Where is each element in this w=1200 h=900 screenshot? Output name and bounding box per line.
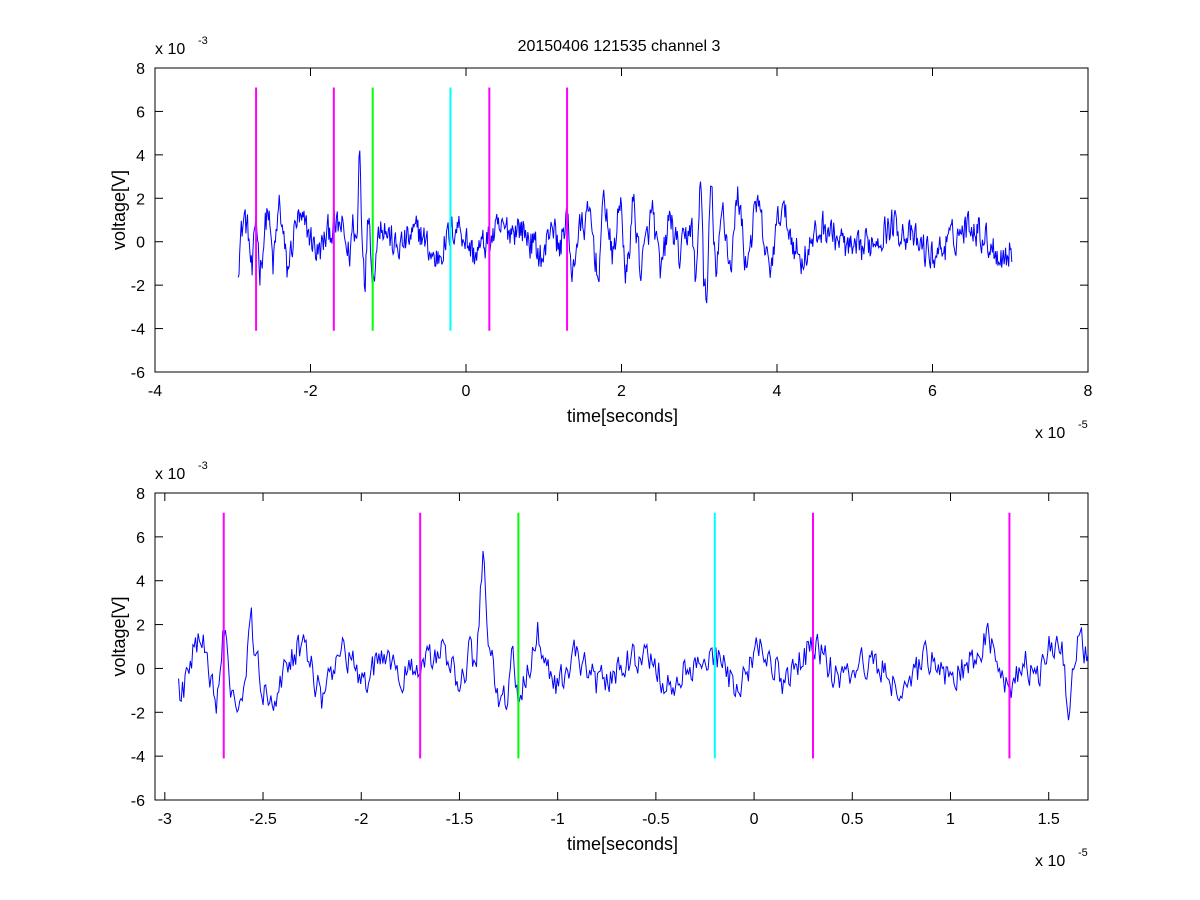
x-tick-label: 1 [946,811,955,828]
x-multiplier-label: x 10 [1035,425,1065,442]
y-tick-label: -4 [131,322,145,339]
x-tick-label: -0.5 [642,811,670,828]
x-tick-label: 2 [617,383,626,400]
x-tick-label: 0 [462,383,471,400]
y-tick-label: -2 [131,705,145,722]
y-multiplier-label: x 10 [155,41,185,58]
x-tick-label: 6 [928,383,937,400]
y-tick-label: 2 [136,191,145,208]
x-axis-label: time[seconds] [567,406,678,426]
bottom-plot: -3 -2.5 -2 -1.5 -1 -0.5 0 0.5 1 1.5 -6 -4 -2 0 2 4 6 8 tim… [109,460,1089,870]
figure-title: 20150406 121535 channel 3 [518,38,721,55]
x-tick-label: -4 [148,383,162,400]
y-tick-label: 0 [136,235,145,252]
x-tick-label: 0 [750,811,759,828]
x-tick-label: -3 [158,811,172,828]
y-tick-label: -2 [131,278,145,295]
y-tick-label: -6 [131,793,145,810]
axes-box [154,492,1089,801]
x-tick-label: 0.5 [841,811,863,828]
signal-trace [237,150,1013,304]
x-axis-label: time[seconds] [567,834,678,854]
y-multiplier-label: x 10 [155,466,185,483]
y-tick-label: 0 [136,661,145,678]
y-tick-label: 8 [136,61,145,78]
x-tick-label: -1 [551,811,565,828]
top-plot: -4 -2 0 2 4 6 8-6-4-202468time[seconds]voltage… [109,35,1093,442]
x-tick-label: -2 [354,811,368,828]
y-axis-label: voltage[V] [109,596,129,676]
y-tick-label: -4 [131,749,145,766]
x-multiplier-exponent: -5 [1078,419,1088,431]
x-tick-label: 8 [1084,383,1093,400]
x-tick-label: -2.5 [249,811,277,828]
y-tick-label: 2 [136,618,145,635]
x-multiplier-exponent: -5 [1078,847,1088,859]
y-tick-label: 4 [136,574,145,591]
y-multiplier-exponent: -3 [198,460,208,472]
y-tick-label: -6 [131,365,145,382]
signal-trace [178,550,1088,721]
x-tick-label: 1.5 [1038,811,1060,828]
y-multiplier-exponent: -3 [198,35,208,47]
x-tick-label: -1.5 [446,811,474,828]
x-tick-label: 4 [773,383,782,400]
y-tick-label: 4 [136,148,145,165]
y-tick-label: 8 [136,486,145,503]
y-tick-label: 6 [136,104,145,121]
x-multiplier-label: x 10 [1035,853,1065,870]
y-axis-label: voltage[V] [109,170,129,250]
x-tick-label: -2 [303,383,317,400]
y-tick-label: 6 [136,530,145,547]
